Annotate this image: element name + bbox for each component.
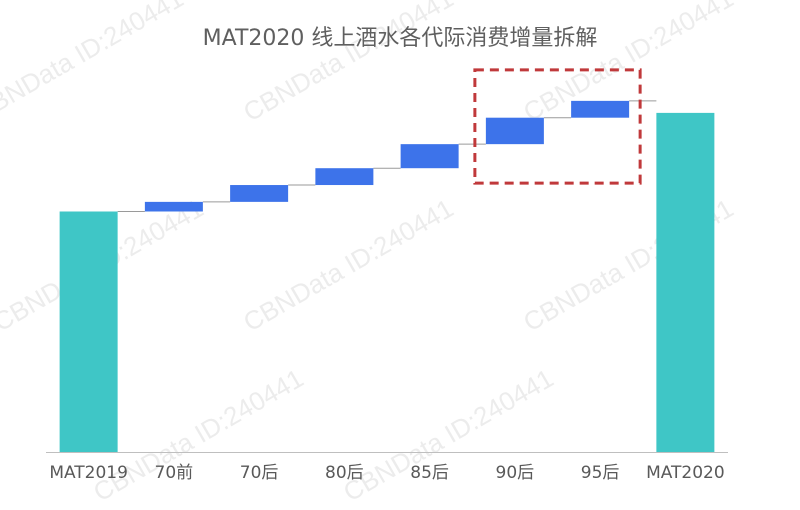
total-bar xyxy=(656,112,715,452)
x-tick-label: 80后 xyxy=(325,463,364,483)
x-tick-label: MAT2020 xyxy=(646,463,725,483)
x-tick-label: 90后 xyxy=(496,463,535,483)
x-tick-label: MAT2019 xyxy=(49,463,128,483)
chart-title: MAT2020 线上酒水各代际消费增量拆解 xyxy=(202,26,598,51)
x-tick-label: 70后 xyxy=(240,463,279,483)
increment-bar xyxy=(315,168,374,186)
increment-bar xyxy=(144,201,203,212)
highlight-box xyxy=(473,68,642,185)
x-tick-label: 85后 xyxy=(410,463,449,483)
increment-bar xyxy=(485,117,544,145)
total-bar xyxy=(59,211,118,452)
increment-bar xyxy=(571,100,630,118)
increment-bar xyxy=(400,144,459,169)
increment-bar xyxy=(230,185,289,202)
x-tick-label: 95后 xyxy=(581,463,620,483)
x-tick-label: 70前 xyxy=(155,463,194,483)
